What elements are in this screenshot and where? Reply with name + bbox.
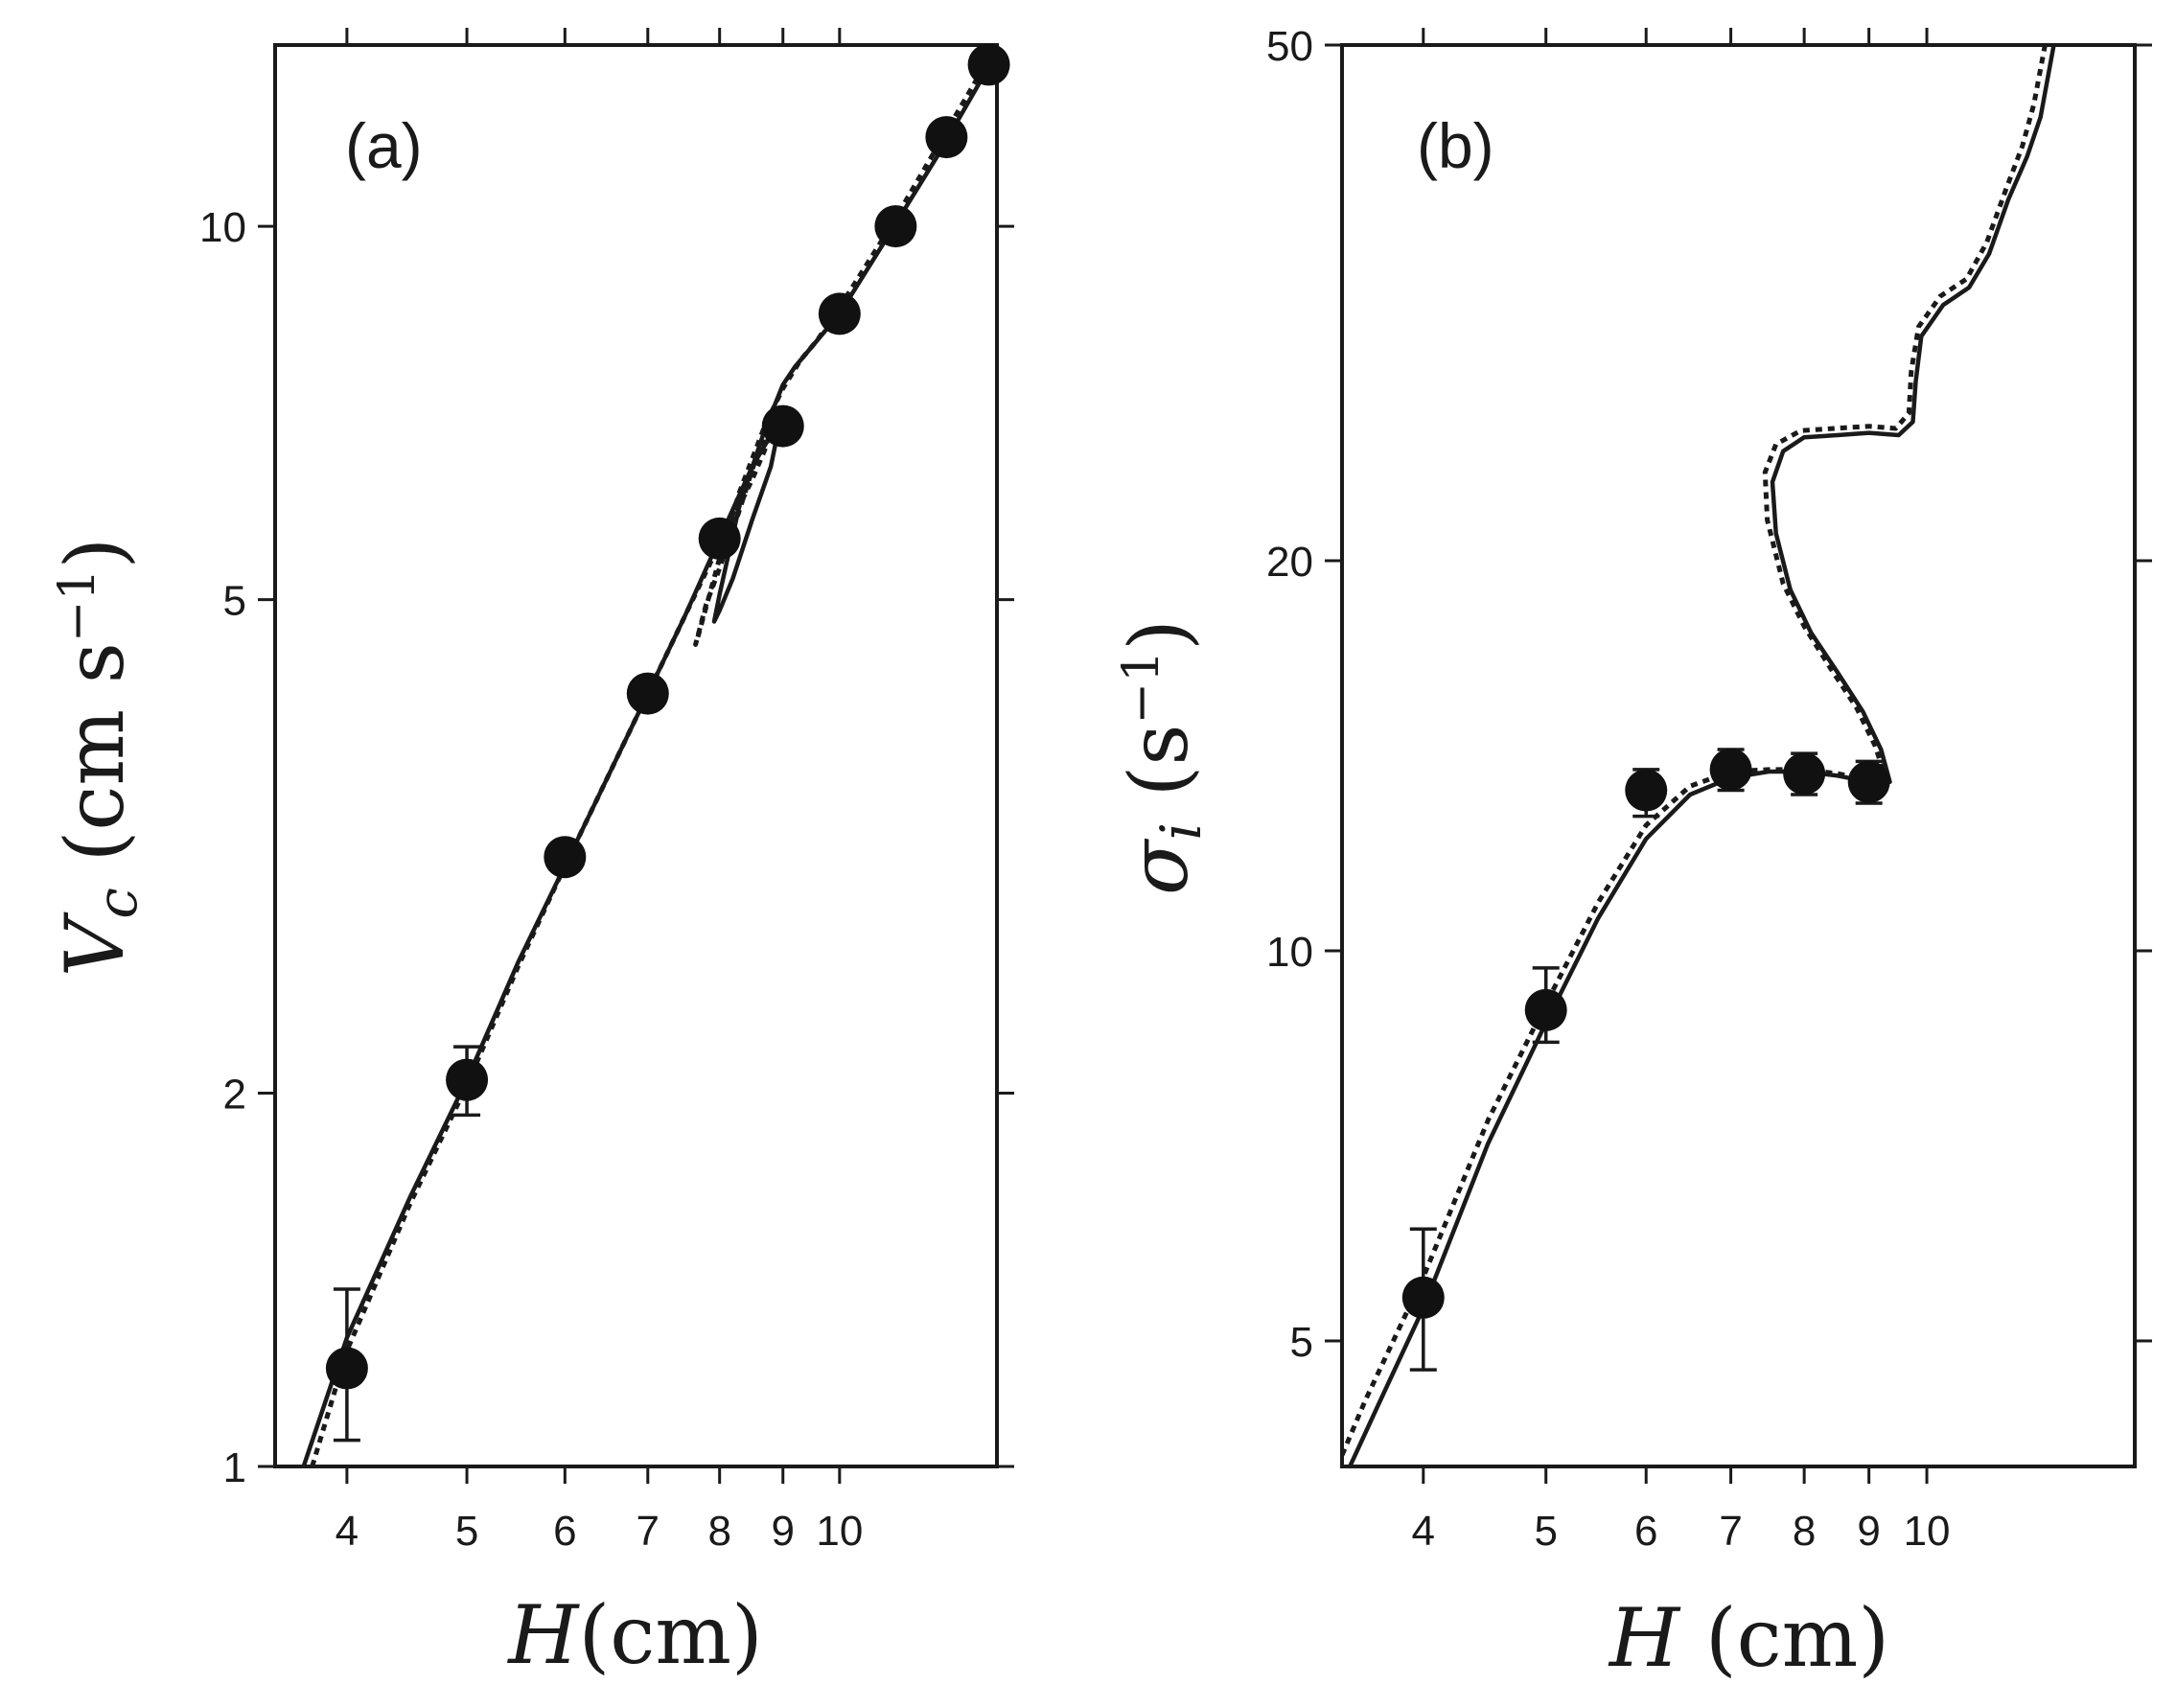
panel-b: 4 5 6 7 8 9 10 5 10 20 50 (b) H (cm) σi (s−1) [1112, 23, 2152, 1685]
panel-label-b: (b) [1417, 110, 1494, 181]
x-tick-label-a-8: 8 [707, 1508, 730, 1555]
data-point-a-0 [325, 1347, 368, 1390]
y-tick-label-a-5: 5 [223, 578, 246, 625]
data-point-a-4 [698, 517, 741, 560]
panel-a: 4 5 6 7 8 9 10 1 2 5 10 (a) H(cm) Vc (cm s−1) [48, 28, 1014, 1682]
data-point-b-1 [1524, 988, 1567, 1031]
data-point-a-7 [874, 205, 917, 248]
data-point-a-2 [544, 836, 587, 879]
x-tick-label-b-10: 10 [1904, 1508, 1951, 1555]
y-tick-label-a-10: 10 [199, 204, 246, 251]
x-tick-label-a-10: 10 [816, 1508, 863, 1555]
panel-label-a: (a) [345, 110, 423, 181]
data-point-b-5 [1847, 760, 1890, 803]
x-tick-label-a-9: 9 [772, 1508, 795, 1555]
y-tick-label-b-50: 50 [1266, 23, 1313, 70]
data-point-b-3 [1709, 748, 1752, 791]
x-tick-label-b-9: 9 [1857, 1508, 1880, 1555]
y-tick-label-a-1: 1 [223, 1444, 246, 1491]
y-tick-label-a-2: 2 [223, 1071, 246, 1118]
data-point-b-2 [1625, 769, 1668, 812]
series-dotted-a [310, 45, 997, 1466]
series-dotted-b [1342, 45, 2048, 1462]
data-point-a-1 [446, 1058, 489, 1101]
x-tick-label-b-5: 5 [1534, 1508, 1557, 1555]
series-solid-b [1347, 45, 2056, 1466]
plot-frame-b [1340, 43, 2137, 1468]
y-tick-label-b-20: 20 [1266, 539, 1313, 586]
x-tick-label-a-6: 6 [553, 1508, 576, 1555]
data-point-a-8 [925, 116, 968, 159]
x-tick-label-b-4: 4 [1412, 1508, 1435, 1555]
y-tick-label-b-5: 5 [1290, 1319, 1313, 1366]
x-tick-label-b-7: 7 [1719, 1508, 1742, 1555]
data-point-a-9 [967, 43, 1010, 86]
data-point-b-0 [1401, 1276, 1445, 1319]
series-solid-a [301, 45, 997, 1466]
plot-frame-a [273, 43, 999, 1468]
data-point-a-5 [761, 404, 804, 448]
x-tick-label-a-7: 7 [637, 1508, 660, 1555]
data-point-a-3 [626, 672, 669, 715]
data-point-a-6 [818, 292, 861, 335]
x-tick-label-b-8: 8 [1793, 1508, 1816, 1555]
x-tick-label-b-6: 6 [1634, 1508, 1657, 1555]
x-tick-label-a-4: 4 [336, 1508, 359, 1555]
data-point-b-4 [1783, 752, 1826, 796]
y-axis-title-a: Vc (cm s−1) [48, 538, 150, 978]
y-axis-title-b: σi (s−1) [1112, 619, 1214, 895]
x-axis-title-b: H (cm) [1608, 1591, 1889, 1685]
x-axis-title-a: H(cm) [506, 1588, 763, 1682]
x-tick-label-a-5: 5 [455, 1508, 478, 1555]
y-tick-label-b-10: 10 [1266, 929, 1313, 976]
